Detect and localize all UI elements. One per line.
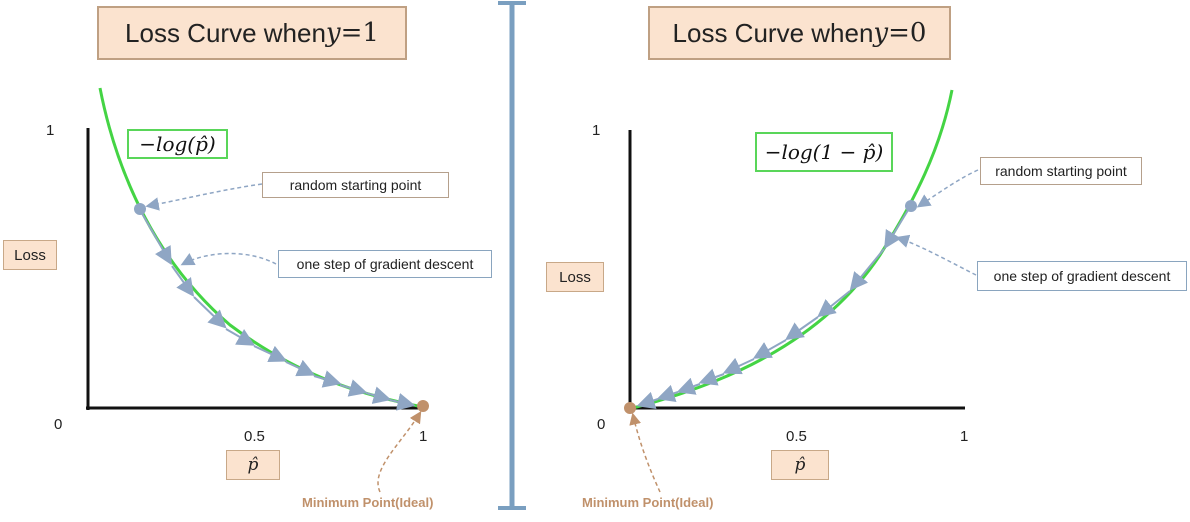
right-formula: −log(1 − p̂) [755,132,893,172]
left-title-eq: = [340,18,363,48]
right-annotation-step: one step of gradient descent [977,261,1187,291]
right-tick-x05: 0.5 [786,428,807,445]
left-start-leader [145,183,263,211]
right-start-leader [916,169,979,208]
right-tick-x1: 1 [960,428,969,445]
right-title: Loss Curve when y = 0 [648,6,951,60]
left-min-point-label: Minimum Point(Ideal) [302,495,434,510]
right-start-point [905,200,917,212]
left-tick-x1: 1 [419,428,428,445]
right-tick-y0: 0 [597,416,606,433]
left-title: Loss Curve when y = 1 [97,6,407,60]
left-annotation-start: random starting point [262,172,449,198]
left-title-var: y [325,18,341,48]
left-min-leader [377,410,422,493]
left-title-text: Loss Curve when [125,17,326,48]
right-min-point [624,402,636,414]
left-tick-x05: 0.5 [244,428,265,445]
left-gradient-steps [139,209,416,411]
right-title-val: 0 [909,18,927,48]
right-y-axis-label: Loss [546,262,604,292]
right-gradient-steps [636,206,911,409]
right-annotation-start: random starting point [980,157,1142,185]
left-tick-y0: 0 [54,416,63,433]
left-step-leader [180,252,277,266]
left-tick-y1: 1 [46,122,55,139]
left-title-val: 1 [362,18,379,48]
left-annotation-step: one step of gradient descent [278,250,492,278]
right-min-leader [629,412,661,493]
right-step-leader [895,234,977,276]
left-formula: −log(p̂) [127,129,228,159]
right-title-var: y [873,18,889,48]
left-start-point [134,203,146,215]
right-title-eq: = [888,18,910,48]
right-tick-y1: 1 [592,122,601,139]
right-title-text: Loss Curve when [672,17,874,48]
left-y-axis-label: Loss [3,240,57,270]
left-min-point [417,400,429,412]
left-x-axis-label: p̂ [226,450,280,480]
right-x-axis-label: p̂ [771,450,829,480]
right-min-point-label: Minimum Point(Ideal) [582,495,714,510]
